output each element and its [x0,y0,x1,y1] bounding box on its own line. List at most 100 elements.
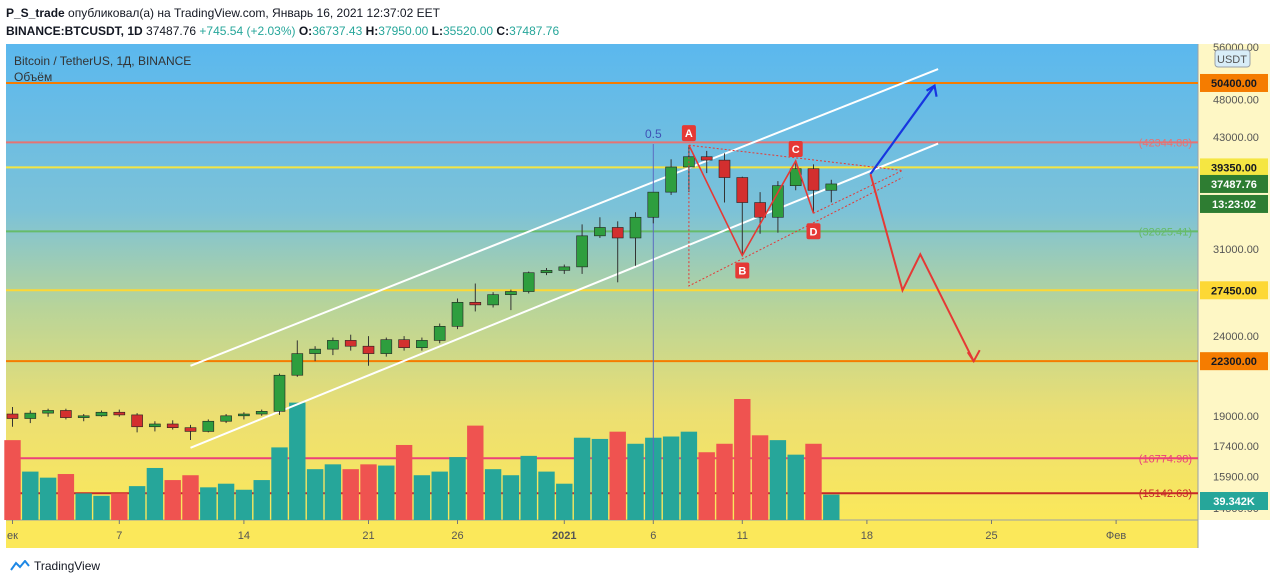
countdown-label: 13:23:02 [1212,199,1256,211]
date-tick-6: 6 [650,530,656,542]
volume-bar-35 [627,443,644,520]
volume-bar-46 [823,494,840,520]
level-label-7: (15142.63) [1139,488,1192,500]
volume-bar-21 [378,465,395,520]
volume-bar-44 [787,454,804,520]
candle-body-36 [647,191,660,218]
candle-body-35 [629,216,642,239]
candle-body-26 [469,302,482,306]
volume-bar-9 [164,480,181,520]
candle-body-31 [558,266,571,271]
high-label: H: [365,24,379,38]
candle-body-7 [131,414,143,428]
forecast-arrow-down [869,173,975,362]
candle-body-32 [576,235,588,268]
candle-body-27 [487,294,499,306]
level-label-5: 22300.00 [1211,356,1257,368]
candle-body-34 [611,227,624,239]
forecast-arrow-up [869,85,936,175]
forecast-arrow-down-head [966,349,981,364]
triangle-dotted-upper [688,144,905,214]
level-label-3: (32625.41) [1139,226,1192,238]
point-marker-D [806,223,821,240]
candle-body-40 [718,159,731,178]
candle-body-4 [77,415,90,418]
volume-bar-12 [217,483,235,520]
ohlc-line: BINANCE:BTCUSDT, 1D 37487.76 +745.54 (+2… [6,22,559,40]
date-tick-2: 14 [238,530,250,542]
date-tick-10: Фев [1106,530,1126,542]
price-tick-5: 24000.00 [1213,331,1259,343]
point-marker-B [735,262,750,279]
volume-bar-25 [449,457,466,520]
date-tick-8: 18 [861,530,873,542]
tradingview-logo-icon [10,560,30,571]
volume-legend: Объём [14,70,52,84]
volume-bar-15 [271,447,288,520]
fib-label: 0.5 [645,127,662,141]
price-tick-1: 48000.00 [1213,95,1259,107]
high-value: 37950.00 [378,24,429,38]
price-tick-7: 17400.00 [1213,441,1259,453]
candle-body-19 [344,340,357,347]
publish-line: P_S_trade опубликовал(а) на TradingView.… [6,4,559,22]
currency-badge[interactable]: USDT [1217,54,1247,66]
volume-bar-10 [182,475,199,520]
volume-bar-45 [805,443,822,520]
level-badge-4 [1200,281,1268,300]
volume-bar-17 [306,469,324,520]
candle-body-17 [309,348,321,354]
candle-body-20 [362,345,375,354]
candle-body-10 [184,427,197,432]
level-label-1: (42344.88) [1139,137,1192,149]
low-value: 35520.00 [443,24,494,38]
price-tick-8: 15900.00 [1213,472,1259,484]
candle-body-15 [273,374,286,412]
candle-body-13 [238,413,250,417]
date-tick-5: 2021 [552,530,576,542]
volume-bar-7 [128,486,146,520]
point-label-A: A [685,128,693,140]
legend-title: Bitcoin / TetherUS, 1Д, BINANCE [14,54,191,68]
countdown-badge [1200,194,1268,213]
low-label: L: [431,24,443,38]
author-name[interactable]: P_S_trade [6,6,65,20]
candle-body-43 [772,185,784,218]
volume-bar-37 [662,436,680,520]
volume-bar-23 [413,475,431,520]
date-tick-7: 11 [737,530,748,542]
volume-bar-19 [342,469,359,520]
level-badge-5 [1200,352,1268,371]
point-marker-A [681,125,696,142]
candle-body-37 [665,166,677,193]
volume-bar-34 [609,431,626,520]
abcd-pattern-line [688,144,815,258]
volume-last-label: 39.342K [1213,496,1255,508]
footer-brand[interactable]: TradingView [10,559,100,573]
candle-body-29 [522,272,535,292]
candle-body-6 [113,411,126,416]
footer-brand-text: TradingView [34,559,101,573]
point-label-D: D [810,226,818,238]
volume-bar-29 [520,455,537,520]
volume-bar-0 [4,440,21,520]
candle-body-11 [202,420,215,432]
currency-badge-box[interactable] [1214,49,1251,68]
candle-body-14 [255,411,268,415]
volume-bar-13 [235,489,253,520]
candle-body-25 [451,302,464,327]
time-axis-background [6,520,1198,548]
open-label: O: [298,24,313,38]
change-text: +745.54 (+2.03%) [199,24,296,38]
volume-bar-18 [324,464,342,520]
date-tick-3: 21 [362,530,374,542]
candle-body-41 [736,177,749,203]
volume-bar-31 [556,483,573,520]
volume-bar-22 [395,444,413,520]
candle-body-18 [327,340,339,350]
point-label-B: B [738,265,746,277]
candle-body-46 [825,183,838,191]
candle-body-0 [6,413,19,419]
volume-bar-32 [573,437,591,520]
